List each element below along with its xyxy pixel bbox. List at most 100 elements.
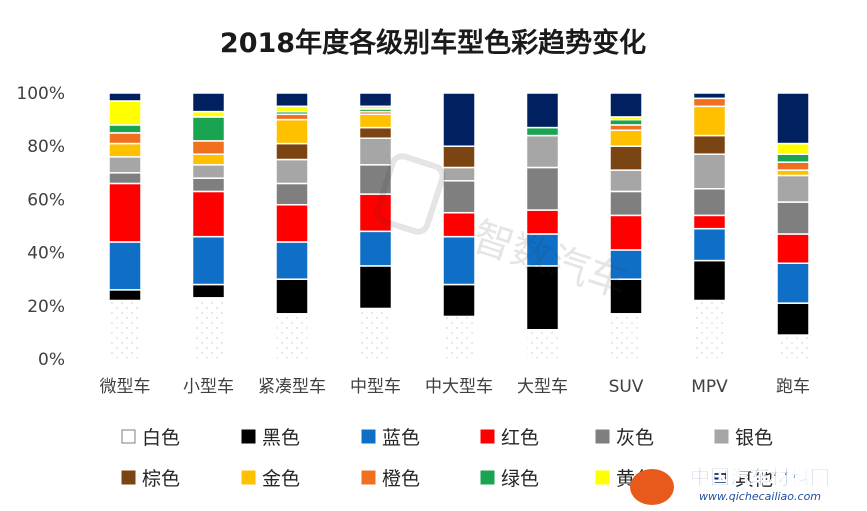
y-tick-label: 80%: [27, 137, 65, 157]
bar-segment: [108, 142, 142, 158]
bar-segment: [609, 129, 643, 147]
watermark-logo: 智数汽车: [374, 153, 633, 307]
bar-segment: [108, 241, 142, 291]
bar-segment: [191, 92, 226, 113]
bar-segment: [191, 297, 226, 360]
x-tick-label: 紧凑型车: [258, 377, 326, 397]
legend-swatch: [595, 470, 610, 485]
bar-segment: [776, 92, 810, 145]
bar-segment: [442, 166, 476, 182]
legend-label: 橙色: [382, 468, 420, 490]
legend-label: 金色: [262, 468, 300, 490]
y-tick-label: 20%: [27, 297, 65, 317]
bar-segment: [442, 211, 476, 238]
x-tick-label: 大型车: [517, 377, 568, 397]
bar-segment: [525, 328, 560, 360]
chart-title: 2018年度各级别车型色彩趋势变化: [220, 27, 646, 59]
bar-segment: [776, 302, 810, 336]
bar-segment: [191, 110, 226, 118]
x-tick-label: SUV: [609, 377, 644, 397]
bar-segment: [692, 299, 727, 360]
legend-swatch: [361, 429, 376, 444]
bar-segment: [275, 313, 309, 360]
legend-swatch: [714, 429, 729, 444]
bar-segment: [191, 140, 226, 155]
bar-segment: [776, 161, 810, 171]
bar-segment: [275, 278, 309, 315]
bar-segment: [275, 92, 309, 108]
bar-segment: [692, 188, 727, 217]
bar-segment: [525, 233, 560, 267]
bar-segment: [692, 134, 727, 155]
bar-segment: [191, 116, 226, 142]
bar-segment: [108, 289, 142, 302]
legend-swatch: [361, 470, 376, 485]
legend-label: 白色: [142, 427, 180, 449]
y-tick-label: 40%: [27, 244, 65, 264]
bar-segment: [609, 214, 643, 251]
site-name: 中国汽车材料网: [690, 465, 830, 489]
bar-segment: [692, 227, 727, 262]
bar-segment: [609, 278, 643, 315]
y-tick-label: 100%: [16, 84, 65, 104]
bar-segment: [525, 134, 560, 169]
bar-segment: [776, 201, 810, 235]
bar-segment: [525, 166, 560, 211]
site-watermark: 中国汽车材料网 www.qichecailiao.com: [630, 465, 830, 505]
bar-segment: [442, 180, 476, 214]
bar-segment: [442, 92, 476, 147]
bar-segment: [692, 105, 727, 137]
bar-segment: [275, 105, 309, 113]
bar-segment: [191, 190, 226, 238]
legend-label: 蓝色: [382, 427, 420, 449]
bar-segment: [358, 113, 393, 129]
bar-segment: [108, 299, 142, 360]
bar-segment: [191, 283, 226, 299]
x-tick-label: 小型车: [183, 377, 234, 397]
bar-segment: [191, 235, 226, 286]
legend-swatch: [480, 470, 495, 485]
bar-segment: [692, 92, 727, 100]
bar-segment: [609, 169, 643, 193]
y-axis: 0% 20% 40% 60% 80% 100%: [16, 84, 65, 370]
bar-segment: [525, 126, 560, 137]
bar-segment: [108, 100, 142, 126]
bar-segment: [609, 118, 643, 126]
bar-segment: [776, 174, 810, 203]
bar-segment: [609, 124, 643, 131]
bar-segment: [609, 313, 643, 360]
legend-swatch: [714, 470, 729, 485]
bar-segment: [108, 124, 142, 134]
bar-segment: [275, 158, 309, 185]
bar-segment: [525, 92, 560, 129]
bar-segment: [442, 315, 476, 360]
bar-segment: [776, 262, 810, 304]
bar-segment: [442, 283, 476, 318]
legend: 白色黑色蓝色红色灰色银色棕色金色橙色绿色黄色其他: [121, 427, 773, 490]
x-axis: 微型车 小型车 紧凑型车 中型车 中大型车 大型车 SUV MPV 跑车: [100, 377, 811, 397]
bar-segment: [191, 164, 226, 179]
bar-segment: [776, 334, 810, 360]
bar-segment: [609, 145, 643, 171]
legend-swatch: [480, 429, 495, 444]
y-tick-label: 60%: [27, 190, 65, 210]
bar-segment: [609, 190, 643, 217]
legend-label: 其他: [735, 468, 773, 490]
legend-label: 黑色: [262, 427, 300, 449]
bar-segment: [275, 241, 309, 280]
bar-segment: [108, 92, 142, 102]
bar-segment: [776, 142, 810, 155]
legend-swatch: [121, 470, 136, 485]
x-tick-label: 跑车: [776, 377, 810, 397]
bar-segment: [692, 259, 727, 302]
bar-segment: [191, 153, 226, 166]
bar-segment: [275, 113, 309, 121]
bar-segment: [275, 182, 309, 206]
bar-segment: [108, 172, 142, 185]
legend-label: 银色: [735, 427, 773, 449]
bar-segment: [358, 265, 393, 310]
bar-segment: [609, 92, 643, 118]
x-tick-label: 中型车: [350, 377, 401, 397]
y-tick-label: 0%: [38, 350, 65, 370]
